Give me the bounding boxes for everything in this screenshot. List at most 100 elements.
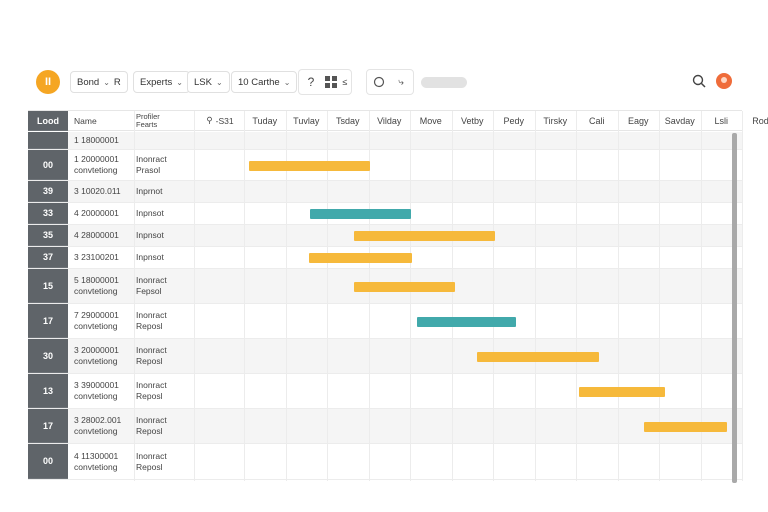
grid-line [244,111,245,481]
table-row[interactable]: 17 3 28002.001 convtetiong Inonract Reposl [28,409,742,444]
grid-line [700,111,702,481]
table-row[interactable]: 1 18000001 [28,132,742,150]
gantt-app: II Bond ⌄ R Experts ⌄ LSK ⌄ 10 Carthe ⌄ … [28,58,768,484]
row-name: 4 20000001 [74,203,136,224]
task-bar[interactable] [644,421,727,432]
row-name-sub: convtetiong [74,461,118,472]
help-icon[interactable]: ? [307,75,315,89]
task-bar[interactable] [310,209,411,219]
day-header[interactable]: Tirsky [543,116,568,126]
header-sort[interactable]: ⚲ -S31 [196,111,244,130]
experts-label: Experts [140,76,173,88]
day-header[interactable]: Tsday [335,116,360,126]
bond-dropdown[interactable]: Bond ⌄ R [70,71,128,93]
grid-line [194,111,195,481]
row-name: 7 29000001 convtetiong [74,304,136,338]
table-row[interactable]: 39 3 10020.011 Inprnot [28,181,742,203]
task-bar[interactable] [417,316,516,327]
day-header[interactable]: Savday [664,116,695,126]
day-header[interactable]: Eagy [627,116,649,126]
task-bar[interactable] [249,160,370,171]
lsk-label: LSK [194,76,212,88]
task-bar[interactable] [354,281,455,292]
header-sort-label: -S31 [215,115,234,126]
chevron-down-icon: ⌄ [283,77,291,87]
table-row[interactable]: 30 3 20000001 convtetiong Inonract Reposl [28,339,742,374]
carthe-dropdown[interactable]: 10 Carthe ⌄ [231,71,298,93]
search-icon[interactable] [692,74,706,88]
row-desc-line2: Prasol [136,165,161,175]
row-desc-line1: Inprnot [136,186,163,196]
grid-line [368,111,370,481]
row-desc: Inonract Reposl [136,444,194,479]
day-header[interactable]: Move [419,116,442,126]
task-bar[interactable] [579,386,665,397]
table-row[interactable]: 17 7 29000001 convtetiong Inonract Reposl [28,304,742,339]
day-header[interactable]: Vetby [460,116,484,126]
row-desc-line1: Inonract [136,345,167,355]
grid-line [327,111,328,481]
grid-view-icon[interactable] [324,71,338,93]
task-bar[interactable] [354,231,495,241]
header-id: Lood [28,111,68,131]
row-desc: Inonract Reposl [136,304,194,338]
row-name-code: 1 20000001 [74,154,119,164]
day-header[interactable]: Lsli [714,116,728,126]
rotate-icon[interactable] [372,71,386,93]
avatar[interactable] [716,73,732,89]
grid-line [659,111,660,481]
row-desc-line1: Inonract [136,275,167,285]
row-name-code: 3 20000001 [74,345,119,355]
row-id: 13 [28,374,68,408]
row-name: 3 20000001 convtetiong [74,339,136,373]
table-row[interactable]: 00 1 20000001 convtetiong Inonract Prasol [28,150,742,181]
table-row[interactable]: 37 3 23100201 Inpnsot [28,247,742,269]
table-row[interactable]: 13 3 39000001 convtetiong Inonract Reposl [28,374,742,409]
row-desc-line1: Inonract [136,154,167,164]
lsk-dropdown[interactable]: LSK ⌄ [187,71,230,93]
header-name[interactable]: Name [74,115,97,126]
day-header[interactable]: Vilday [377,116,402,126]
row-name-sub: convtetiong [74,426,118,436]
chevron-down-icon: ⌄ [176,77,183,87]
grid-line [410,111,411,481]
flash-icon[interactable]: ⤷ [398,76,404,88]
day-header[interactable]: Tuvlay [293,116,320,126]
row-desc: Inonract Reposl [136,339,194,373]
day-header[interactable]: Rody [752,116,768,126]
header-desc[interactable]: Profiler Fearts [136,111,196,130]
grid-line [534,111,536,481]
row-name-code: 3 39000001 [74,380,119,390]
day-header[interactable]: Tuday [252,116,278,126]
row-name-code: 4 11300001 [74,450,119,461]
vertical-scrollbar[interactable] [732,133,737,483]
row-id: 17 [28,409,68,443]
view-toggle-group [298,69,352,95]
row-name-code: 7 29000001 [74,310,119,320]
row-id: 00 [28,444,68,479]
grid-line [134,111,135,481]
filter-icon[interactable]: ≤ [342,77,348,87]
day-header[interactable]: Cali [588,116,605,126]
row-desc [136,132,194,149]
task-bar[interactable] [309,253,412,263]
row-name: 3 23100201 [74,247,136,268]
row-id [28,132,68,149]
row-desc: Inonract Prasol [136,150,194,180]
row-name-sub: convtetiong [74,321,118,331]
row-name: 4 28000001 [74,225,136,246]
experts-dropdown[interactable]: Experts ⌄ [133,71,190,93]
table-row[interactable]: 00 4 11300001 convtetiong Inonract Reposl [28,444,742,480]
row-id: 30 [28,339,68,373]
task-bar[interactable] [477,351,599,362]
row-desc-line1: Inpnsot [136,230,164,240]
row-desc: Inprnot [136,181,194,202]
app-logo[interactable]: II [36,70,60,94]
row-name: 1 18000001 [74,132,136,149]
row-desc: Inpnsot [136,203,194,224]
table-row[interactable]: 33 4 20000001 Inpnsot [28,203,742,225]
header-desc-line2: Fearts [136,119,158,129]
day-header[interactable]: Pedy [503,116,524,126]
grid-line [285,111,287,481]
row-name-sub: convtetiong [74,391,118,401]
